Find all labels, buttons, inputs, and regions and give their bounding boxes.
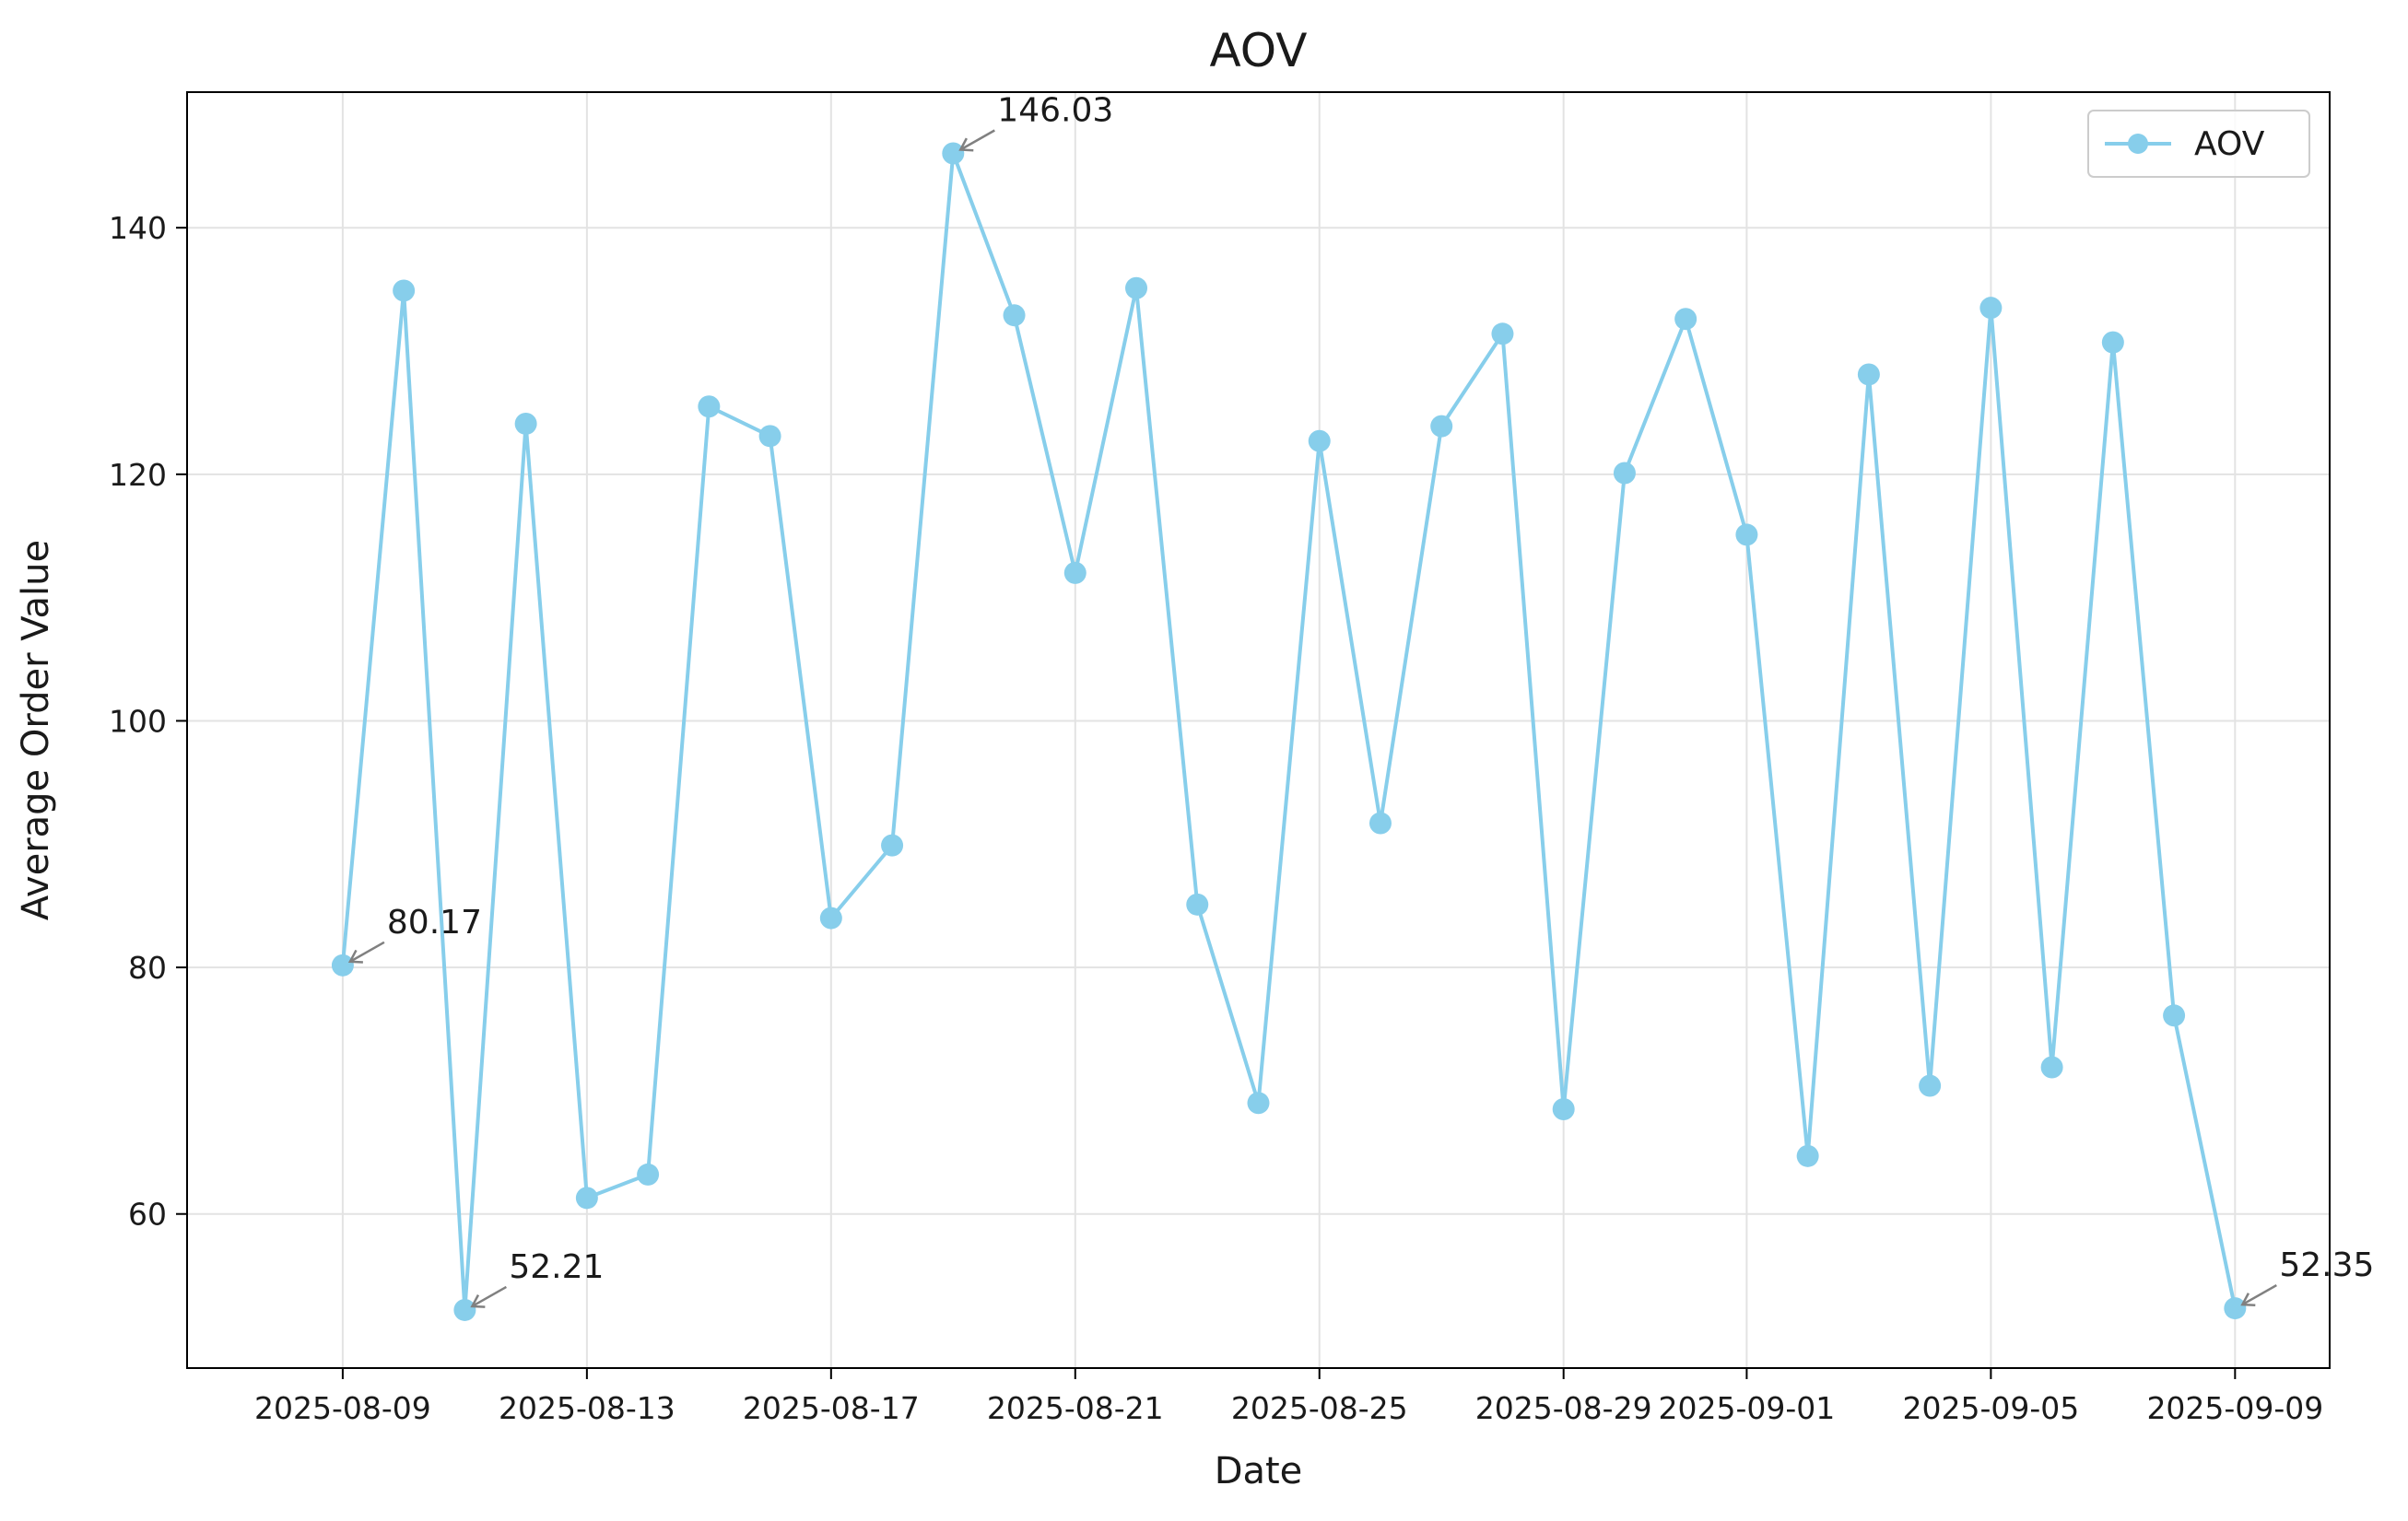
legend-box <box>2087 110 2310 178</box>
data-point <box>2224 1297 2247 1320</box>
data-point <box>1368 812 1392 835</box>
legend: AOV <box>2087 110 2310 178</box>
data-point <box>1919 1074 1942 1097</box>
chart-title: AOV <box>1209 24 1307 77</box>
annotation-arrow <box>349 941 385 963</box>
data-point <box>1613 462 1636 485</box>
data-point <box>453 1298 476 1321</box>
y-axis-label: Average Order Value <box>15 540 57 920</box>
data-point <box>514 412 537 435</box>
x-tick-label: 2025-08-17 <box>743 1390 920 1426</box>
data-point <box>2101 331 2124 354</box>
data-point <box>1003 304 1026 327</box>
annotations: 80.17 52.21 146.03 52.35 <box>347 92 2374 1308</box>
data-point <box>575 1187 598 1210</box>
annotation-label: 146.03 <box>997 92 1113 130</box>
data-point <box>393 279 416 302</box>
data-point <box>1491 322 1514 345</box>
data-point <box>637 1163 660 1186</box>
series-line-aov <box>340 151 2238 1312</box>
data-point <box>819 907 842 930</box>
data-point <box>1063 561 1087 584</box>
axis-ticks: 2025-08-09 2025-08-13 2025-08-17 2025-08-21… <box>109 210 2323 1426</box>
data-point <box>1430 415 1453 438</box>
legend-entry-aov: AOV <box>2194 125 2265 163</box>
annotation-arrow <box>471 1285 508 1308</box>
x-tick-label: 2025-09-05 <box>1902 1390 2079 1426</box>
data-point <box>1308 429 1331 452</box>
data-point <box>1735 523 1758 546</box>
annotation-arrowhead <box>2240 1293 2256 1307</box>
x-axis-label: Date <box>1215 1450 1303 1492</box>
x-tick-label: 2025-09-01 <box>1659 1390 1836 1426</box>
data-point <box>1857 363 1880 386</box>
y-tick-label: 140 <box>109 210 167 246</box>
legend-point-marker <box>2128 134 2148 154</box>
annotation-arrowhead <box>958 137 974 152</box>
data-point <box>942 142 965 165</box>
annotation-arrowhead <box>347 949 363 964</box>
data-point <box>1796 1144 1819 1167</box>
annotation-arrow <box>2241 1284 2277 1306</box>
data-point <box>331 954 354 977</box>
data-point <box>1674 308 1697 331</box>
x-tick-label: 2025-08-25 <box>1231 1390 1408 1426</box>
data-point <box>698 395 721 418</box>
y-tick-label: 120 <box>109 457 167 493</box>
y-tick-label: 60 <box>128 1197 167 1233</box>
annotation-label: 80.17 <box>387 904 482 942</box>
data-point <box>1979 297 2003 320</box>
data-point <box>758 425 781 448</box>
annotation-label: 52.21 <box>509 1248 604 1286</box>
data-point <box>2163 1004 2186 1027</box>
data-point <box>881 834 904 857</box>
annotation-label: 52.35 <box>2279 1246 2374 1284</box>
x-tick-label: 2025-09-09 <box>2146 1390 2323 1426</box>
data-point <box>1125 276 1148 299</box>
x-tick-label: 2025-08-29 <box>1475 1390 1652 1426</box>
x-tick-label: 2025-08-21 <box>987 1390 1164 1426</box>
annotation-arrow <box>959 129 995 151</box>
y-tick-label: 100 <box>109 703 167 739</box>
data-point <box>1552 1097 1575 1120</box>
annotation-arrowhead <box>470 1294 486 1308</box>
y-tick-label: 80 <box>128 950 167 986</box>
data-point <box>1186 893 1209 916</box>
grid-lines <box>187 92 2330 1368</box>
data-point <box>1247 1092 1270 1115</box>
x-tick-label: 2025-08-13 <box>499 1390 675 1426</box>
series-aov <box>331 142 2247 1321</box>
data-point <box>2040 1056 2063 1079</box>
x-tick-label: 2025-08-09 <box>254 1390 431 1426</box>
plot-area-frame <box>186 91 2331 1369</box>
